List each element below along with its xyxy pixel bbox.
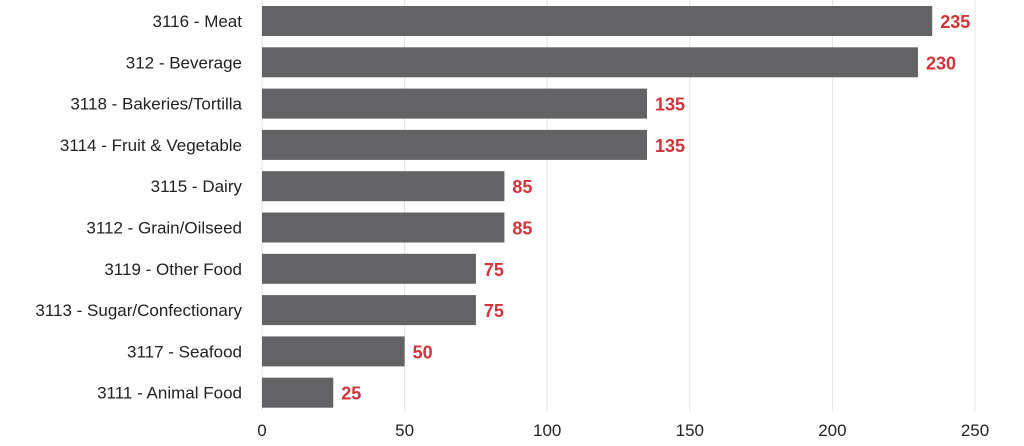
x-tick-label: 0 xyxy=(257,421,266,440)
x-tick-label: 150 xyxy=(676,421,704,440)
category-label: 3119 - Other Food xyxy=(104,260,242,279)
bar xyxy=(262,88,648,119)
value-label: 135 xyxy=(655,95,685,115)
bar xyxy=(262,336,405,367)
x-axis-tick-labels: 0 50 100 150 200 250 xyxy=(257,421,989,440)
bar xyxy=(262,129,648,160)
value-label: 85 xyxy=(512,177,532,197)
category-label: 3111 - Animal Food xyxy=(97,384,242,403)
category-label: 3117 - Seafood xyxy=(127,342,242,361)
category-label: 3113 - Sugar/Confectionary xyxy=(35,301,242,320)
value-label: 25 xyxy=(341,384,361,404)
value-label: 135 xyxy=(655,136,685,156)
x-tick-label: 250 xyxy=(961,421,989,440)
value-label: 50 xyxy=(413,342,433,362)
value-label: 75 xyxy=(484,301,504,321)
category-label: 3115 - Dairy xyxy=(151,177,243,196)
value-label: 85 xyxy=(512,219,532,239)
bar xyxy=(262,47,918,78)
category-label: 3114 - Fruit & Vegetable xyxy=(60,136,242,155)
value-labels: 235 230 135 135 85 85 75 75 50 25 xyxy=(341,12,970,404)
category-label: 3118 - Bakeries/Tortilla xyxy=(70,95,242,114)
category-label: 3116 - Meat xyxy=(153,12,243,31)
value-label: 75 xyxy=(484,260,504,280)
bar xyxy=(262,171,505,202)
value-label: 230 xyxy=(926,53,956,73)
x-tick-label: 50 xyxy=(395,421,414,440)
bars xyxy=(262,6,933,408)
bar xyxy=(262,377,334,408)
bar xyxy=(262,295,476,326)
x-tick-label: 200 xyxy=(818,421,846,440)
category-label: 3112 - Grain/Oilseed xyxy=(86,219,242,238)
x-tick-label: 100 xyxy=(533,421,561,440)
value-label: 235 xyxy=(940,12,970,32)
bar xyxy=(262,212,505,243)
category-label: 312 - Beverage xyxy=(126,53,242,72)
bar xyxy=(262,253,476,284)
category-labels: 3116 - Meat 312 - Beverage 3118 - Bakeries… xyxy=(35,12,242,403)
bar xyxy=(262,6,933,36)
